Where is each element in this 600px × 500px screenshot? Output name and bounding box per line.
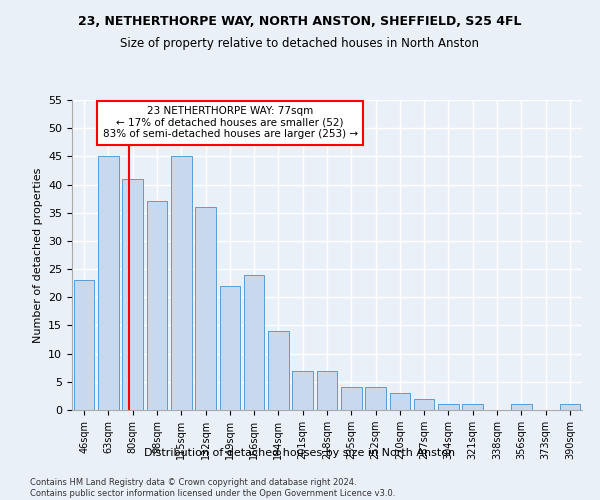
Bar — [268, 331, 289, 410]
Text: Distribution of detached houses by size in North Anston: Distribution of detached houses by size … — [145, 448, 455, 458]
Bar — [122, 179, 143, 410]
Text: 23, NETHERTHORPE WAY, NORTH ANSTON, SHEFFIELD, S25 4FL: 23, NETHERTHORPE WAY, NORTH ANSTON, SHEF… — [78, 15, 522, 28]
Bar — [341, 388, 362, 410]
Bar — [195, 207, 216, 410]
Text: Contains HM Land Registry data © Crown copyright and database right 2024.
Contai: Contains HM Land Registry data © Crown c… — [30, 478, 395, 498]
Bar — [365, 388, 386, 410]
Bar — [414, 398, 434, 410]
Bar — [317, 370, 337, 410]
Text: Size of property relative to detached houses in North Anston: Size of property relative to detached ho… — [121, 38, 479, 51]
Bar — [389, 393, 410, 410]
Y-axis label: Number of detached properties: Number of detached properties — [32, 168, 43, 342]
Text: 23 NETHERTHORPE WAY: 77sqm
← 17% of detached houses are smaller (52)
83% of semi: 23 NETHERTHORPE WAY: 77sqm ← 17% of deta… — [103, 106, 358, 140]
Bar — [146, 202, 167, 410]
Bar — [560, 404, 580, 410]
Bar — [74, 280, 94, 410]
Bar — [438, 404, 459, 410]
Bar — [511, 404, 532, 410]
Bar — [171, 156, 191, 410]
Bar — [463, 404, 483, 410]
Bar — [98, 156, 119, 410]
Bar — [292, 370, 313, 410]
Bar — [220, 286, 240, 410]
Bar — [244, 274, 265, 410]
